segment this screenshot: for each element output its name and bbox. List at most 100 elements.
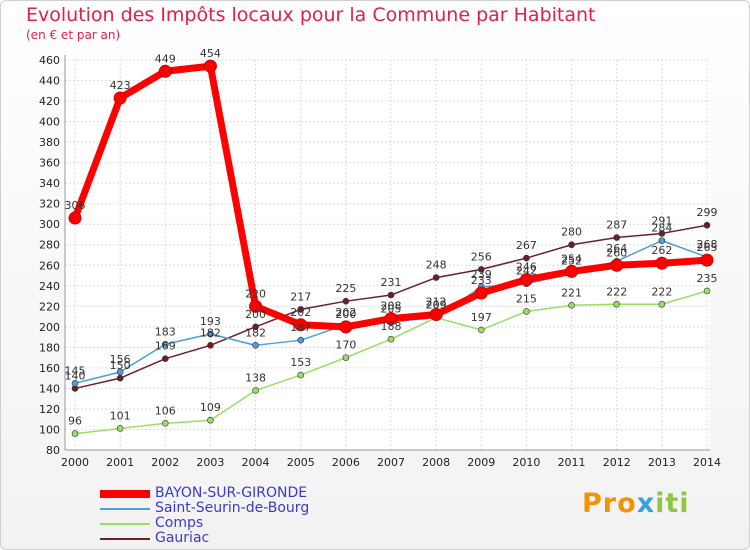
data-point-bayon-sur-gironde [339,320,353,334]
data-label-bayon-sur-gironde: 212 [426,296,447,309]
data-point-comps [207,416,214,424]
data-label-comps: 197 [471,311,492,324]
y-tick-label: 220 [39,300,60,313]
data-label-gauriac: 256 [471,250,492,263]
y-tick-label: 420 [39,95,60,108]
data-point-bayon-sur-gironde [249,299,263,313]
data-label-saint-seurin-de-bourg: 239 [471,268,492,281]
x-tick-label: 2010 [512,456,540,469]
data-label-comps: 153 [290,356,311,369]
data-label-gauriac: 231 [381,276,402,289]
data-label-gauriac: 217 [290,290,311,303]
legend-swatch [100,490,150,498]
legend-label: Comps [155,515,204,531]
x-tick-label: 2002 [151,456,179,469]
data-label-gauriac: 169 [155,340,176,353]
logo-letter: i [679,488,690,519]
y-tick-label: 160 [39,362,60,375]
proxiti-logo: Proxiti [582,488,690,519]
legend-swatch [100,538,150,540]
data-label-comps: 188 [381,320,402,333]
data-point-gauriac [342,297,350,305]
data-label-comps: 209 [426,299,447,312]
chart-title: Evolution des Impôts locaux pour la Comm… [26,4,596,26]
data-point-bayon-sur-gironde [113,91,127,105]
data-label-saint-seurin-de-bourg: 183 [155,325,176,338]
data-label-bayon-sur-gironde: 262 [651,244,672,257]
legend-label: Saint-Seurin-de-Bourg [155,500,310,516]
data-point-comps [116,425,124,432]
data-label-bayon-sur-gironde: 423 [110,79,131,92]
data-point-comps [342,354,350,361]
data-label-gauriac: 182 [200,326,221,339]
data-point-bayon-sur-gironde [700,253,714,267]
data-point-gauriac [432,274,440,281]
data-point-bayon-sur-gironde [203,59,217,73]
logo-letter: r [602,488,618,519]
data-label-saint-seurin-de-bourg: 193 [200,315,221,328]
y-tick-labels: 80 100 120 140 160 180 200 220 240 260 280 300 320 34… [39,54,60,457]
y-tick-label: 200 [39,321,60,334]
data-label-gauriac: 225 [335,282,356,295]
data-point-saint-seurin-de-bourg [161,340,169,348]
series-lines [68,59,714,437]
x-tick-label: 2004 [242,456,270,469]
x-tick-label: 2003 [196,456,224,469]
data-point-comps [161,420,169,427]
y-tick-label: 340 [39,177,60,190]
data-point-gauriac [477,266,485,273]
logo-letter: t [665,488,680,519]
x-tick-label: 2000 [61,456,89,469]
x-tick-label: 2013 [648,456,676,469]
data-point-bayon-sur-gironde [655,256,669,270]
data-point-comps [658,300,666,308]
data-point-bayon-sur-gironde [384,312,398,326]
data-label-comps: 109 [200,401,221,414]
axes [64,55,710,451]
data-point-saint-seurin-de-bourg [71,379,79,387]
legend-swatch [100,523,150,525]
data-label-comps: 222 [606,285,627,298]
y-tick-label: 320 [39,198,60,211]
data-point-gauriac [658,230,666,237]
data-label-saint-seurin-de-bourg: 284 [651,222,672,235]
data-point-comps [297,371,305,379]
y-tick-label: 120 [39,403,60,416]
data-label-saint-seurin-de-bourg: 264 [606,242,627,255]
y-tick-label: 180 [39,341,60,354]
data-label-saint-seurin-de-bourg: 242 [516,265,537,278]
legend-label: Gauriac [155,530,210,546]
y-tick-label: 380 [39,136,60,149]
data-label-saint-seurin-de-bourg: 268 [697,238,718,251]
legend-label: BAYON-SUR-GIRONDE [155,485,308,501]
data-point-saint-seurin-de-bourg [658,237,666,244]
data-point-saint-seurin-de-bourg [207,330,214,338]
data-label-bayon-sur-gironde: 306 [65,199,86,212]
data-point-gauriac [116,374,124,382]
data-point-bayon-sur-gironde [474,286,488,300]
data-label-gauriac: 150 [110,359,131,372]
data-point-comps [703,287,711,295]
data-label-saint-seurin-de-bourg: 209 [426,299,447,312]
data-point-comps [477,326,485,334]
data-label-saint-seurin-de-bourg: 187 [290,321,311,334]
y-tick-label: 140 [39,382,60,395]
x-tick-label: 2007 [377,456,405,469]
data-point-comps [523,308,530,315]
data-point-bayon-sur-gironde [429,308,443,322]
data-label-gauriac: 248 [426,259,447,272]
data-label-bayon-sur-gironde: 265 [697,241,718,254]
y-tick-label: 300 [39,218,60,231]
x-tick-label: 2009 [467,456,495,469]
data-label-comps: 170 [335,339,356,352]
data-label-saint-seurin-de-bourg: 252 [561,254,582,267]
y-tick-label: 100 [39,423,60,436]
data-label-comps: 222 [651,285,672,298]
data-point-gauriac [297,306,305,313]
data-point-bayon-sur-gironde [519,273,533,287]
data-label-saint-seurin-de-bourg: 205 [381,303,402,316]
y-tick-label: 460 [39,54,60,67]
data-label-saint-seurin-de-bourg: 202 [335,306,356,319]
